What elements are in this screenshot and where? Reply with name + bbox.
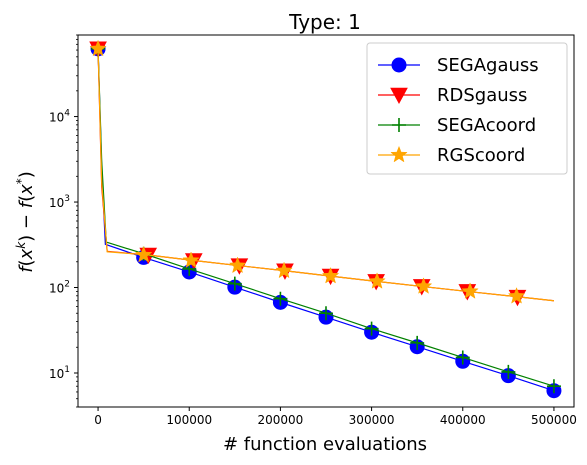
data-point-RGScoord-1 bbox=[134, 245, 153, 263]
data-point-RGScoord-2 bbox=[182, 251, 200, 268]
y-tick-label: 104 bbox=[49, 109, 70, 125]
data-point-SEGAcoord-9 bbox=[501, 364, 516, 379]
y-tick-label: 103 bbox=[49, 194, 70, 210]
legend-item-RGScoord: RGScoord bbox=[378, 145, 525, 166]
legend-item-SEGAcoord: SEGAcoord bbox=[378, 115, 536, 136]
legend-label: RDSgauss bbox=[437, 85, 527, 106]
data-point-SEGAcoord-10 bbox=[546, 379, 561, 394]
x-tick-label: 0 bbox=[94, 413, 102, 427]
x-tick-label: 500000 bbox=[531, 413, 577, 427]
data-point-RGScoord-3 bbox=[228, 256, 247, 274]
data-point-RGScoord-6 bbox=[368, 272, 386, 289]
data-point-SEGAcoord-8 bbox=[455, 350, 470, 365]
plot-area bbox=[89, 39, 562, 399]
legend: SEGAgauss RDSgauss SEGAcoord RGScoord bbox=[366, 42, 568, 175]
y-tick-label: 101 bbox=[49, 365, 70, 381]
x-axis-ticks: 0 100000 200000 300000 400000 500000 bbox=[94, 407, 577, 427]
legend-marker-RDSgauss bbox=[390, 87, 408, 105]
data-point-SEGAcoord-6 bbox=[364, 321, 379, 336]
legend-marker-SEGAgauss bbox=[391, 57, 407, 73]
y-axis-label: f(xk) − f(x*) bbox=[14, 171, 37, 273]
legend-marker-RGScoord bbox=[390, 145, 408, 163]
legend-label: RGScoord bbox=[437, 145, 525, 166]
data-point-SEGAcoord-4 bbox=[273, 291, 288, 306]
legend-marker-SEGAcoord bbox=[392, 118, 406, 132]
legend-label: SEGAgauss bbox=[437, 55, 539, 76]
data-point-RGScoord-7 bbox=[414, 277, 433, 294]
x-tick-label: 100000 bbox=[166, 413, 212, 427]
data-point-RGScoord-5 bbox=[321, 266, 340, 284]
legend-item-RDSgauss: RDSgauss bbox=[378, 85, 527, 106]
data-point-RGScoord-0 bbox=[89, 39, 107, 57]
data-point-RGScoord-4 bbox=[275, 261, 293, 279]
data-point-SEGAcoord-7 bbox=[410, 335, 425, 350]
x-tick-label: 400000 bbox=[440, 413, 486, 427]
x-axis-label: # function evaluations bbox=[223, 434, 427, 455]
x-tick-label: 300000 bbox=[349, 413, 395, 427]
legend-box bbox=[366, 42, 568, 175]
chart-title: Type: 1 bbox=[288, 10, 361, 34]
x-tick-label: 200000 bbox=[258, 413, 304, 427]
data-point-SEGAcoord-5 bbox=[319, 306, 333, 321]
series-RGScoord bbox=[89, 39, 555, 304]
y-axis-ticks: 101 102 103 104 bbox=[49, 34, 78, 408]
legend-item-SEGAgauss: SEGAgauss bbox=[378, 55, 539, 76]
legend-label: SEGAcoord bbox=[437, 115, 536, 136]
data-point-RGScoord-8 bbox=[461, 282, 479, 299]
y-tick-label: 102 bbox=[49, 280, 70, 296]
data-point-RGScoord-9 bbox=[507, 287, 526, 304]
data-point-SEGAcoord-3 bbox=[227, 276, 242, 291]
plot-frame bbox=[77, 34, 575, 408]
